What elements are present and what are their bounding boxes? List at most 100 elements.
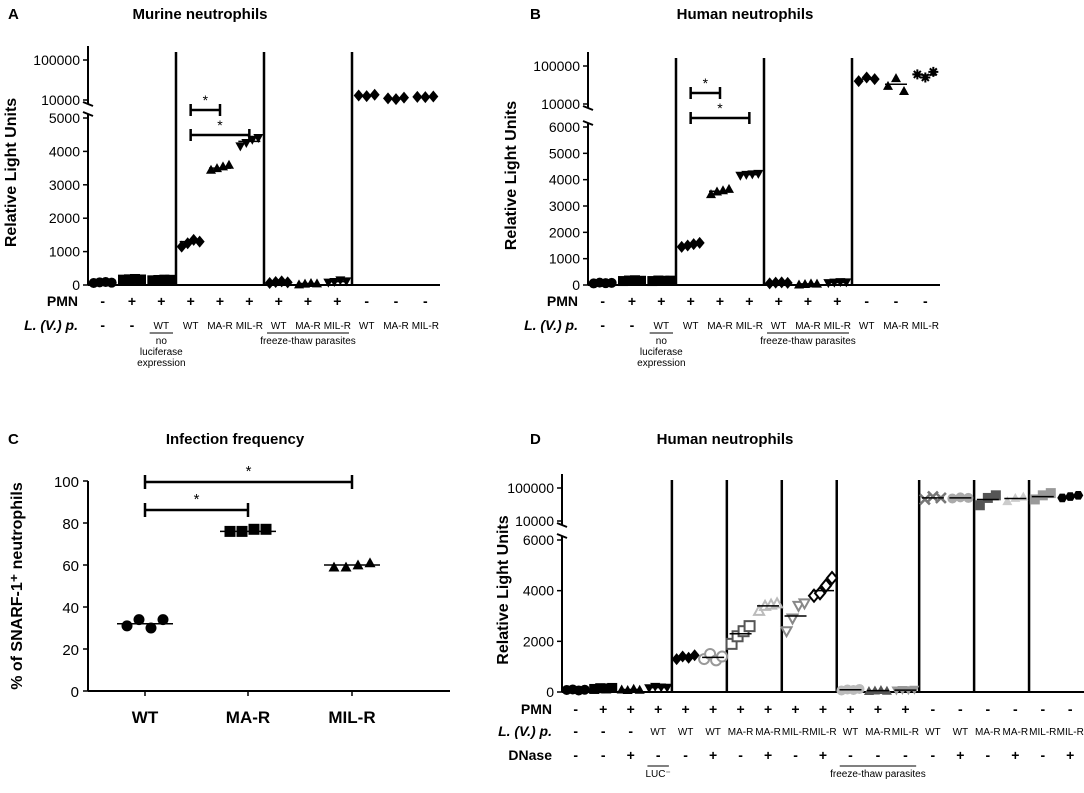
condition-cell: +	[304, 293, 312, 309]
y-tick-label: 4000	[549, 172, 580, 188]
data-point	[990, 490, 1001, 501]
condition-cell: +	[216, 293, 224, 309]
condition-cell: WT	[271, 321, 287, 332]
condition-cell: -	[903, 747, 908, 763]
significance-star: *	[217, 117, 223, 133]
data-point	[248, 523, 260, 535]
data-point	[253, 134, 264, 144]
axis-break-mark	[82, 111, 94, 117]
condition-cell: -	[1040, 701, 1045, 717]
group-label: freeze-thaw parasites	[760, 336, 856, 347]
data-point	[974, 500, 985, 511]
data-point	[1010, 492, 1021, 502]
condition-cell: MIL-R	[892, 727, 919, 738]
condition-cell: WT	[953, 727, 969, 738]
x-tick-label: MIL-R	[328, 708, 375, 727]
data-point	[694, 236, 705, 249]
group-label: luciferase	[640, 347, 683, 358]
condition-cell: +	[846, 701, 854, 717]
data-point	[264, 276, 275, 289]
condition-cell: -	[1013, 701, 1018, 717]
data-point	[1029, 494, 1040, 505]
panel-d-plot: 0 2000 4000 6000 10000 100000 Relative Light U…	[495, 474, 1084, 780]
data-point	[861, 71, 872, 84]
condition-cell: +	[745, 293, 753, 309]
axis-break-mark	[582, 105, 594, 111]
condition-cell: MIL-R	[912, 321, 939, 332]
condition-cell: -	[100, 293, 105, 309]
data-point	[875, 684, 886, 694]
condition-cell: MIL-R	[782, 727, 809, 738]
data-point	[391, 93, 401, 106]
condition-cell: +	[716, 293, 724, 309]
condition-cell: MIL-R	[1057, 727, 1084, 738]
data-point	[260, 523, 272, 535]
condition-cell: +	[245, 293, 253, 309]
condition-cell: MIL-R	[736, 321, 763, 332]
condition-cell: +	[275, 293, 283, 309]
panel-letter-a: A	[8, 6, 19, 23]
condition-cell: +	[764, 747, 772, 763]
condition-cell: MIL-R	[412, 321, 439, 332]
group-label: no	[656, 336, 668, 347]
condition-cell: +	[775, 293, 783, 309]
y-tick-label: 100000	[507, 480, 554, 496]
data-point	[706, 189, 716, 199]
y-tick-label: 40	[62, 600, 79, 617]
condition-cell: -	[364, 293, 369, 309]
condition-row-label: PMN	[547, 293, 578, 309]
condition-cell: -	[100, 317, 105, 333]
condition-cell: WT	[771, 321, 787, 332]
condition-cell: MIL-R	[236, 321, 263, 332]
condition-cell: MIL-R	[824, 321, 851, 332]
condition-cell: -	[600, 293, 605, 309]
condition-cell: +	[1011, 747, 1019, 763]
y-tick-label: 10000	[515, 513, 554, 529]
panel-title-a: Murine neutrophils	[133, 6, 268, 23]
condition-row-label: PMN	[521, 701, 552, 717]
data-point	[741, 170, 752, 180]
condition-cell: WT	[183, 321, 199, 332]
data-point	[644, 684, 655, 694]
data-point	[1037, 490, 1048, 501]
y-tick-label: 3000	[549, 198, 580, 214]
y-tick-label: 6000	[549, 119, 580, 135]
data-point	[1057, 493, 1068, 503]
group-label: LUC⁻	[646, 769, 671, 780]
y-tick-label: 5000	[549, 145, 580, 161]
panel-c-plot: 0 20 40 60 80 100 WT MA-R MIL-R % of SNARF-1⁺ neu…	[9, 463, 450, 727]
condition-cell: -	[931, 701, 936, 717]
data-point	[770, 596, 784, 609]
data-point	[743, 620, 756, 633]
condition-cell: -	[423, 293, 428, 309]
data-point	[920, 72, 931, 83]
condition-cell: -	[923, 293, 928, 309]
condition-row-label: L. (V.) p.	[24, 317, 78, 333]
x-tick-label: MA-R	[226, 708, 270, 727]
y-axis-label: Relative Light Units	[503, 101, 520, 250]
panel-title-c: Infection frequency	[166, 431, 305, 448]
condition-cell: -	[573, 701, 578, 717]
condition-cell: WT	[650, 727, 666, 738]
y-axis-label: Relative Light Units	[3, 98, 20, 247]
panel-title-d: Human neutrophils	[657, 431, 794, 448]
data-point	[133, 614, 145, 626]
data-point	[928, 66, 939, 77]
condition-cell: +	[599, 701, 607, 717]
axis-break-mark	[556, 522, 568, 528]
condition-cell: -	[848, 747, 853, 763]
y-axis-label: Relative Light Units	[495, 515, 512, 664]
data-point	[785, 613, 800, 626]
data-point	[716, 650, 729, 663]
significance-star: *	[246, 463, 252, 480]
condition-cell: -	[958, 701, 963, 717]
y-tick-label: 4000	[49, 143, 80, 159]
data-point	[276, 275, 287, 288]
condition-cell: MA-R	[728, 727, 754, 738]
condition-cell: +	[804, 293, 812, 309]
data-point	[1073, 490, 1084, 500]
group-label: no	[156, 336, 168, 347]
data-point	[797, 598, 812, 611]
condition-row-label: PMN	[47, 293, 78, 309]
condition-cell: +	[833, 293, 841, 309]
